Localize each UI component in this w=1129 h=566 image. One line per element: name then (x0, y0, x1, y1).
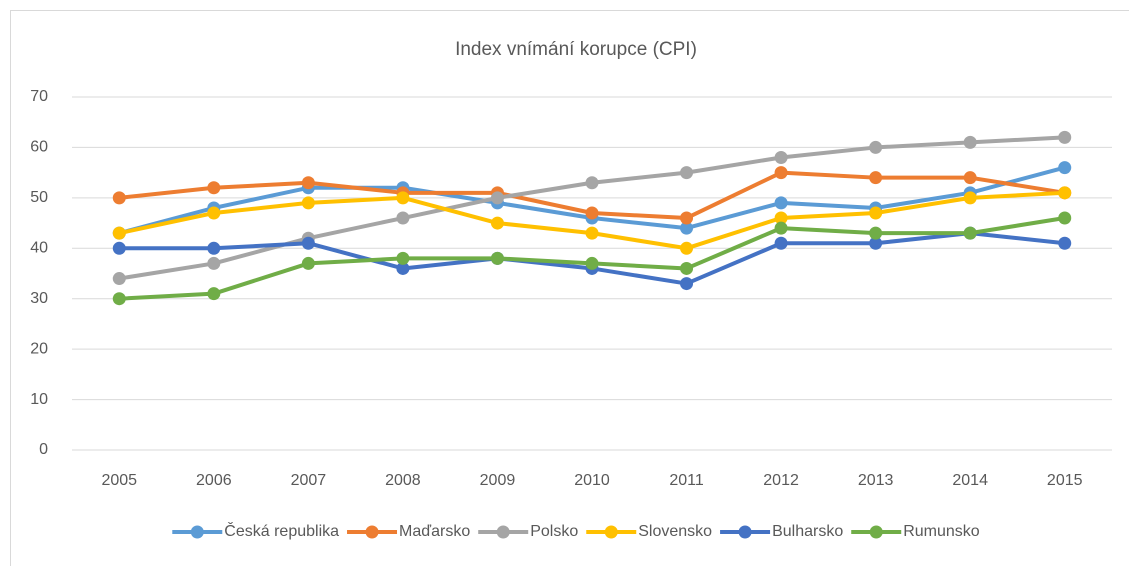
marker (963, 171, 977, 185)
chart-title: Index vnímání korupce (CPI) (455, 39, 697, 60)
marker (1058, 161, 1072, 175)
marker (774, 166, 788, 180)
y-tick-label: 60 (30, 139, 48, 156)
marker (680, 277, 694, 291)
marker (774, 211, 788, 225)
marker (301, 176, 315, 190)
legend: Česká republika Maďarsko Polsko Slovensko Bu… (172, 521, 980, 540)
marker (963, 191, 977, 205)
marker (585, 206, 599, 220)
legend-marker (365, 525, 379, 539)
marker (1058, 236, 1072, 250)
marker (207, 241, 221, 255)
marker (1058, 186, 1072, 200)
marker (490, 216, 504, 230)
legend-marker (869, 525, 883, 539)
marker (207, 287, 221, 301)
chart-border (10, 10, 1129, 566)
marker (869, 140, 883, 154)
marker (301, 196, 315, 210)
x-tick-label: 2014 (952, 472, 988, 489)
marker (207, 206, 221, 220)
marker (207, 256, 221, 270)
marker (869, 206, 883, 220)
y-tick-label: 50 (30, 189, 48, 206)
y-tick-label: 0 (39, 441, 48, 458)
legend-marker (190, 525, 204, 539)
marker (680, 211, 694, 225)
marker (207, 181, 221, 195)
marker (490, 251, 504, 265)
marker (396, 261, 410, 275)
marker (301, 256, 315, 270)
legend-label: Slovensko (638, 523, 712, 540)
y-tick-label: 10 (30, 391, 48, 408)
marker (869, 236, 883, 250)
marker (112, 292, 126, 306)
marker (1058, 211, 1072, 225)
x-tick-label: 2013 (858, 472, 894, 489)
y-tick-label: 70 (30, 88, 48, 105)
marker (774, 236, 788, 250)
marker (680, 221, 694, 235)
marker (774, 196, 788, 210)
legend-label: Bulharsko (772, 523, 843, 540)
legend-label: Maďarsko (399, 523, 470, 540)
legend-marker (496, 525, 510, 539)
legend-marker (738, 525, 752, 539)
marker (963, 226, 977, 240)
marker (585, 176, 599, 190)
marker (585, 256, 599, 270)
marker (490, 191, 504, 205)
y-tick-label: 20 (30, 340, 48, 357)
x-tick-label: 2007 (291, 472, 327, 489)
marker (774, 151, 788, 165)
x-tick-label: 2006 (196, 472, 232, 489)
marker (396, 211, 410, 225)
x-tick-label: 2010 (574, 472, 610, 489)
marker (112, 191, 126, 205)
x-tick-label: 2012 (763, 472, 799, 489)
marker (1058, 130, 1072, 144)
marker (963, 135, 977, 149)
y-tick-label: 40 (30, 240, 48, 257)
marker (869, 226, 883, 240)
marker (774, 221, 788, 235)
x-tick-label: 2009 (480, 472, 516, 489)
marker (112, 272, 126, 286)
x-tick-label: 2011 (669, 472, 704, 489)
marker (112, 226, 126, 240)
marker (680, 261, 694, 275)
marker (396, 191, 410, 205)
y-tick-label: 30 (30, 290, 48, 307)
legend-label: Česká republika (224, 521, 339, 540)
legend-label: Polsko (530, 523, 578, 540)
marker (680, 166, 694, 180)
x-tick-label: 2005 (101, 472, 137, 489)
legend-marker (604, 525, 618, 539)
marker (301, 236, 315, 250)
marker (680, 241, 694, 255)
marker (396, 251, 410, 265)
marker (112, 241, 126, 255)
legend-label: Rumunsko (903, 523, 980, 540)
marker (585, 226, 599, 240)
x-tick-label: 2008 (385, 472, 421, 489)
marker (869, 171, 883, 185)
x-tick-label: 2015 (1047, 472, 1083, 489)
